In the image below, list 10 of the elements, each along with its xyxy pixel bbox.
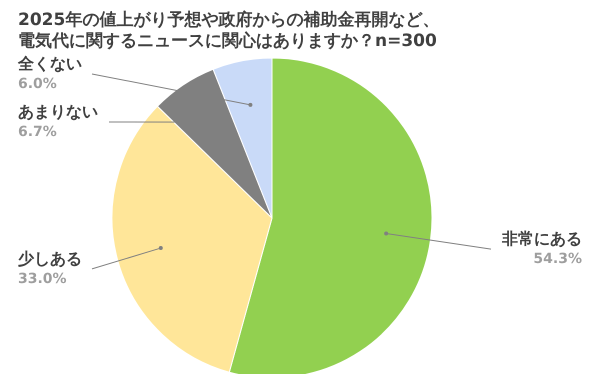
slice-label: 非常にある xyxy=(501,229,582,248)
slice-label: 少しある xyxy=(18,248,82,268)
data-label: 33.0% xyxy=(18,270,67,287)
slice-label: 全くない xyxy=(17,54,82,73)
chart-subtitle: 電気代に関するニュースに関心はありますか？n=300 xyxy=(18,30,438,51)
data-label: 54.3% xyxy=(533,251,582,268)
data-label: 6.7% xyxy=(18,124,57,140)
chart-title: 2025年の値上がり予想や政府からの補助金再開など、 xyxy=(18,10,440,30)
slice-label: あまりない xyxy=(18,102,98,121)
data-label: 6.0% xyxy=(18,76,57,92)
